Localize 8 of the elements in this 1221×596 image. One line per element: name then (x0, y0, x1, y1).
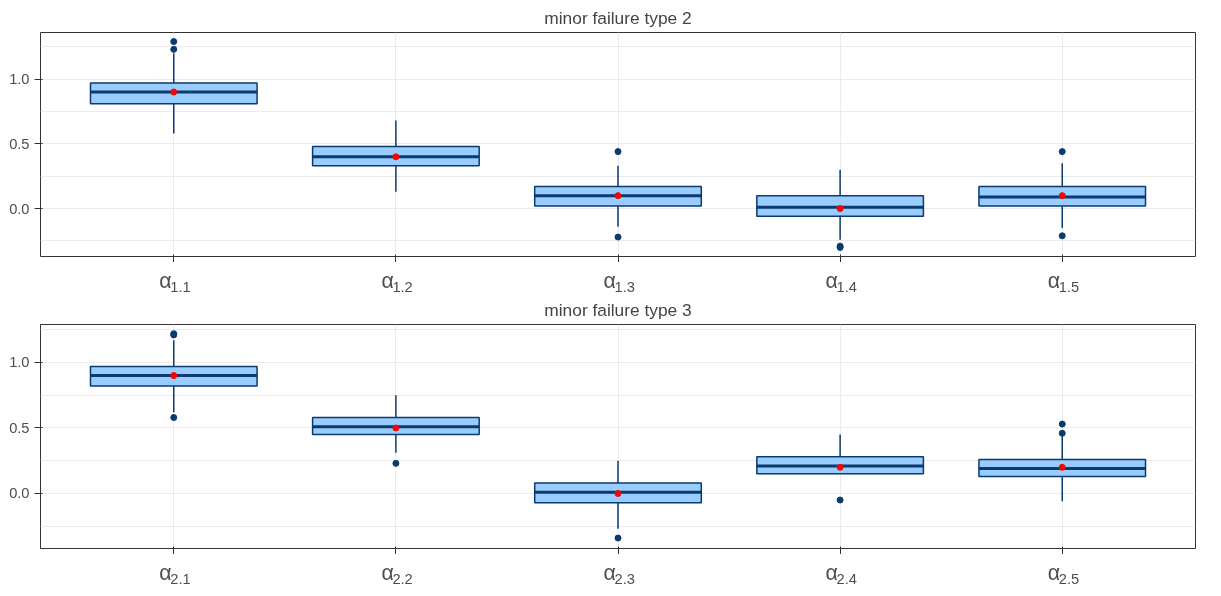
y-tick-label: 0.5 (9, 419, 30, 436)
y-tick-label: 1.0 (9, 71, 30, 88)
y-tick-label: 0.5 (9, 135, 30, 152)
y-tick-label: 1.0 (9, 354, 30, 371)
chart-title: minor failure type 2 (544, 7, 692, 28)
y-tick-label: 0.0 (9, 200, 30, 217)
chart-title: minor failure type 3 (544, 299, 692, 320)
y-tick-label: 0.0 (9, 485, 30, 502)
